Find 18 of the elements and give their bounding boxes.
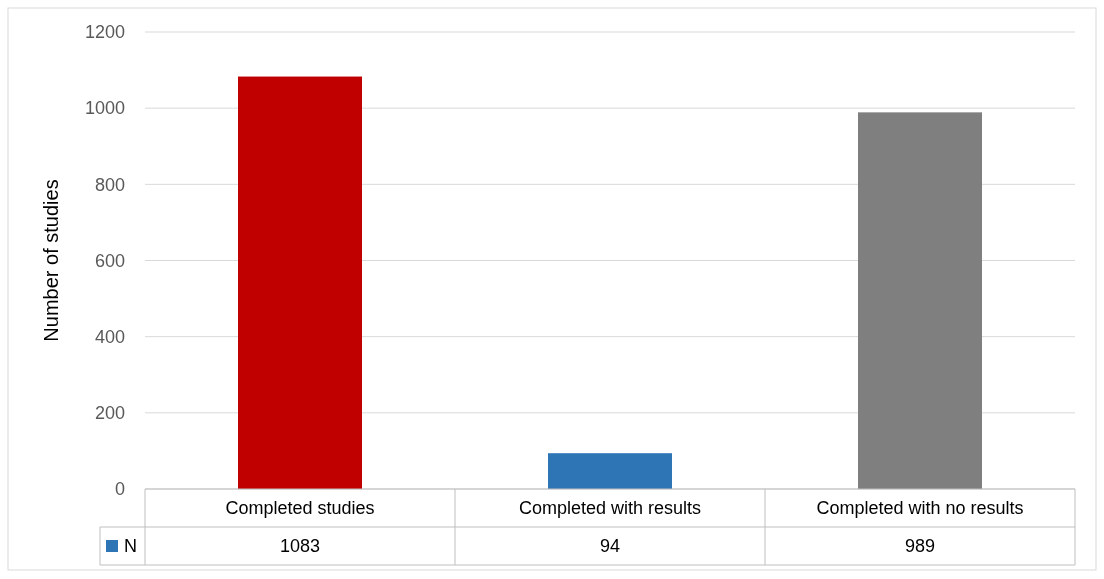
y-tick-label: 800 (94, 174, 125, 195)
y-tick-label: 1000 (84, 98, 125, 119)
x-tick-label: Completed with no results (816, 498, 1024, 519)
x-tick-label: Completed with results (518, 498, 702, 519)
data-label: 989 (904, 536, 936, 557)
bar (858, 112, 982, 489)
y-axis-title: Number of studies (40, 179, 62, 342)
y-tick-label: 0 (114, 479, 125, 500)
data-label: 94 (599, 536, 621, 557)
bar (238, 76, 362, 489)
x-tick-label: Completed studies (225, 498, 375, 519)
y-tick-label: 1200 (84, 22, 125, 43)
data-label: 1083 (279, 536, 321, 557)
legend-label: N (124, 536, 137, 557)
y-tick-label: 400 (94, 326, 125, 347)
y-tick-label: 600 (94, 250, 125, 271)
bar (548, 453, 672, 489)
y-tick-label: 200 (94, 403, 125, 424)
